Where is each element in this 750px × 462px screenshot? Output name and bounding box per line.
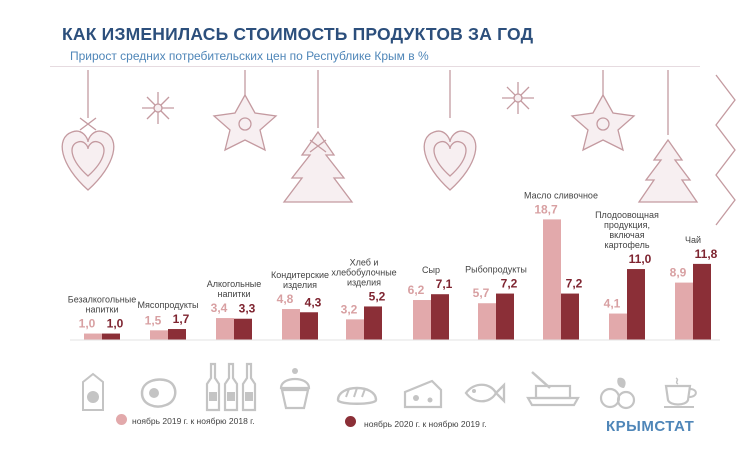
bar-2019 — [609, 313, 627, 340]
butter-dish-icon — [526, 371, 580, 407]
value-label-2020: 5,2 — [369, 289, 386, 303]
bars-group — [84, 219, 711, 340]
bar-2019 — [150, 330, 168, 340]
bar-2019 — [413, 300, 431, 340]
legend-label-2019: ноябрь 2019 г. к ноябрю 2018 г. — [132, 416, 255, 426]
bar-2019 — [478, 303, 496, 340]
value-label-2020: 11,0 — [629, 252, 652, 266]
bar-2020 — [693, 263, 711, 340]
steak-icon — [140, 378, 177, 408]
value-label-2020: 7,2 — [501, 277, 518, 291]
bar-2020 — [102, 333, 120, 340]
value-label-2020: 7,1 — [436, 277, 453, 291]
bar-2020 — [561, 293, 579, 340]
category-label: Алкогольные напитки — [207, 279, 262, 299]
value-label-2019: 18,7 — [534, 202, 558, 216]
juice-carton-icon — [82, 372, 104, 411]
value-label-2019: 8,9 — [670, 266, 687, 280]
tea-cup-icon — [664, 377, 697, 408]
value-label-2020: 7,2 — [566, 277, 583, 291]
category-label: Чай — [685, 235, 701, 245]
krymstat-logo-text: КРЫМСТАТ — [606, 418, 695, 435]
category-label: Плодоовощная продукция, включая картофель — [595, 210, 659, 250]
bar-2019 — [282, 309, 300, 340]
bar-2019 — [346, 319, 364, 340]
cupcake-icon — [279, 368, 311, 410]
category-label: Сыр — [422, 265, 440, 275]
page-subtitle: Прирост средних потребительских цен по Р… — [70, 49, 429, 63]
decorative-divider — [50, 66, 700, 67]
bar-2020 — [627, 269, 645, 340]
bread-icon — [336, 386, 378, 405]
category-label: Рыбопродукты — [465, 265, 527, 275]
cheese-icon — [403, 379, 443, 409]
legend-swatch-2019 — [116, 414, 127, 425]
value-label-2020: 3,3 — [239, 302, 256, 316]
bar-2019 — [84, 333, 102, 340]
value-label-2019: 3,2 — [341, 302, 358, 316]
page-title: КАК ИЗМЕНИЛАСЬ СТОИМОСТЬ ПРОДУКТОВ ЗА ГО… — [62, 24, 534, 44]
value-label-2019: 4,8 — [277, 292, 294, 306]
legend-label-2020: ноябрь 2020 г. к ноябрю 2019 г. — [364, 419, 487, 429]
value-label-2020: 11,8 — [695, 247, 718, 261]
category-labels: Безалкогольные напитки Мясопродукты Алкогол… — [68, 190, 701, 314]
value-label-2019: 6,2 — [408, 283, 425, 297]
bar-2020 — [431, 294, 449, 340]
value-labels: 1,0 1,0 1,5 1,7 3,4 3,3 4,8 4,3 3,2 5,2 6,2 7,1 5,7 7… — [79, 202, 718, 330]
bar-2019 — [675, 282, 693, 340]
bottles-icon — [205, 362, 257, 412]
value-label-2019: 5,7 — [473, 286, 490, 300]
bar-2020 — [234, 318, 252, 340]
bar-2020 — [496, 293, 514, 340]
value-label-2019: 4,1 — [604, 297, 621, 311]
value-label-2019: 3,4 — [211, 301, 228, 315]
category-label: Хлеб и хлебобулочные изделия — [331, 257, 396, 287]
value-label-2019: 1,5 — [145, 313, 162, 327]
bar-2019 — [216, 318, 234, 340]
bar-2020 — [300, 312, 318, 340]
bar-2019 — [543, 219, 561, 340]
bar-2020 — [364, 306, 382, 340]
bar-2020 — [168, 329, 186, 340]
legend-swatch-2020 — [345, 416, 356, 427]
category-label: Кондитерские изделия — [271, 270, 329, 290]
value-label-2020: 1,7 — [173, 312, 190, 326]
value-label-2020: 4,3 — [305, 295, 322, 309]
value-label-2019: 1,0 — [79, 317, 96, 331]
value-label-2020: 1,0 — [107, 317, 124, 331]
category-label: Масло сливочное — [524, 190, 598, 200]
fish-icon — [464, 382, 506, 404]
category-label: Безалкогольные напитки — [68, 295, 136, 315]
fruits-icon — [599, 377, 636, 410]
category-label: Мясопродукты — [137, 300, 198, 310]
